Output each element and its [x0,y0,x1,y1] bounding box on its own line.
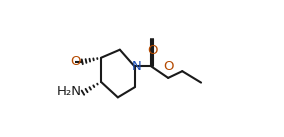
Text: O: O [147,44,158,57]
Text: O: O [163,60,174,72]
Text: H₂N: H₂N [57,85,82,98]
Text: N: N [132,60,142,73]
Text: O: O [70,55,81,68]
